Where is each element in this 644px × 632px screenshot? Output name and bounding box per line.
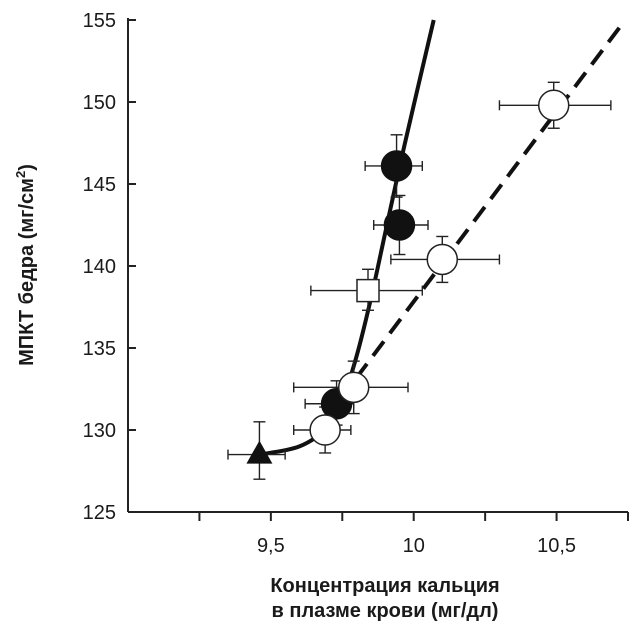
data-markers [246, 89, 570, 464]
x-axis-title-line1: Концентрация кальция [270, 575, 499, 597]
open-circle-point [537, 89, 570, 122]
open-circle-point [426, 243, 459, 276]
y-tick-label: 150 [83, 92, 116, 114]
y-tick-label: 130 [83, 420, 116, 442]
open-circle-point [337, 371, 370, 404]
y-tick-label: 145 [83, 174, 116, 196]
tick-labels: 125 130 135 140 145 150 155 9,5 10 10,5 [83, 10, 576, 557]
dashed-trend-line [337, 18, 627, 402]
y-tick-label: 135 [83, 338, 116, 360]
y-axis-title: МПКТ бедра (мг/см2) [13, 164, 38, 366]
error-bars [227, 81, 612, 480]
filled-circle-point [380, 150, 413, 182]
open-square-point [356, 278, 380, 303]
y-axis-title-close: ) [16, 164, 38, 171]
filled-circle-point [383, 209, 416, 241]
y-tick-label: 155 [83, 10, 116, 32]
axes [127, 18, 629, 521]
x-tick-label: 10,5 [537, 535, 576, 557]
y-tick-label: 140 [83, 256, 116, 278]
y-axis-title-main: МПКТ бедра (мг/см [16, 178, 38, 366]
x-tick-label: 9,5 [257, 535, 285, 557]
x-axis-title-line2: в плазме крови (мг/дл) [272, 600, 499, 622]
filled-triangle-point [246, 440, 273, 464]
y-axis-title-superscript: 2 [13, 171, 28, 178]
x-tick-label: 10 [403, 535, 425, 557]
open-circle-point [309, 414, 341, 446]
y-tick-label: 125 [83, 502, 116, 524]
